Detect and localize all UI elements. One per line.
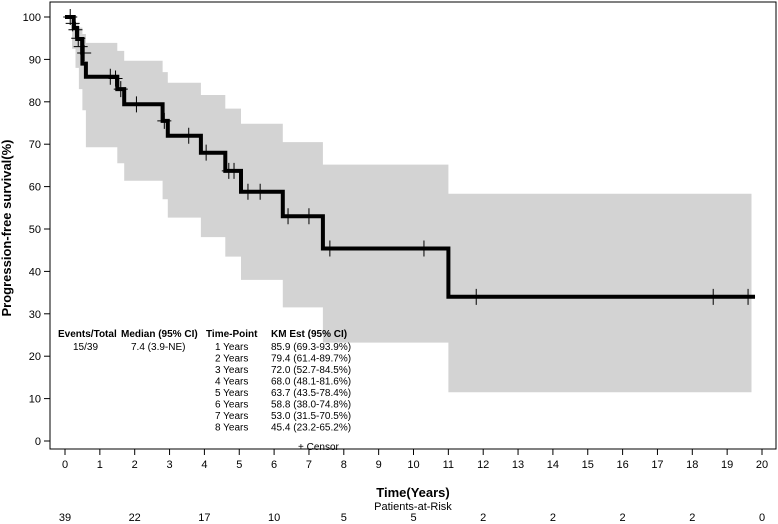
- censor-mark: [77, 45, 92, 62]
- censor-mark: [108, 70, 123, 87]
- x-tick-label: 14: [547, 459, 559, 471]
- table-timepoint: 3 Years: [215, 365, 248, 376]
- censor-mark: [706, 288, 721, 305]
- censor-mark: [73, 38, 88, 55]
- y-tick-label: 20: [29, 351, 41, 363]
- table-timepoint: 5 Years: [215, 388, 248, 399]
- table-km-est: 58.8 (38.0-74.8%): [271, 400, 351, 411]
- table-km-est: 63.7 (43.5-78.4%): [271, 388, 351, 399]
- censor-mark: [301, 208, 316, 225]
- y-tick-label: 40: [29, 266, 41, 278]
- x-tick-label: 20: [756, 459, 768, 471]
- patients-at-risk-title: Patients-at-Risk: [374, 501, 452, 513]
- censor-mark: [71, 30, 86, 47]
- x-tick-label: 19: [721, 459, 733, 471]
- annotation-table-rows: 1 Years 85.9 (69.3-93.9%) 2 Years 79.4 (61.…: [215, 342, 351, 434]
- y-tick-label: 0: [35, 436, 41, 448]
- table-timepoint: 8 Years: [215, 423, 248, 434]
- x-tick-label: 5: [236, 459, 242, 471]
- censor-mark: [113, 81, 128, 98]
- censor-marks-layer: [63, 9, 756, 305]
- y-axis-title: Progression-free survival(%): [0, 139, 14, 316]
- risk-count: 5: [341, 512, 347, 524]
- risk-count: 2: [480, 512, 486, 524]
- risk-count: 0: [759, 512, 765, 524]
- x-tick-label: 18: [686, 459, 698, 471]
- table-km-est: 68.0 (48.1-81.6%): [271, 377, 351, 388]
- risk-count: 22: [129, 512, 141, 524]
- x-tick-label: 7: [306, 459, 312, 471]
- table-km-est: 53.0 (31.5-70.5%): [271, 411, 351, 422]
- x-tick-label: 2: [132, 459, 138, 471]
- y-tick-label: 30: [29, 309, 41, 321]
- risk-count: 17: [198, 512, 210, 524]
- x-tick-label: 10: [407, 459, 419, 471]
- censor-mark: [741, 288, 756, 305]
- y-tick-label: 80: [29, 97, 41, 109]
- y-tick-label: 100: [23, 12, 41, 24]
- x-tick-label: 16: [616, 459, 628, 471]
- table-header-km-est: KM Est (95% CI): [271, 329, 347, 340]
- x-tick-label: 0: [62, 459, 68, 471]
- censor-mark: [181, 127, 196, 144]
- x-tick-label: 12: [477, 459, 489, 471]
- patients-at-risk-row: 39 22 17 10 5 5 2 2 2 2 0: [59, 512, 765, 524]
- censor-mark: [281, 208, 296, 225]
- risk-count: 39: [59, 512, 71, 524]
- censor-mark: [227, 162, 242, 179]
- censor-mark: [416, 240, 431, 257]
- x-tick-label: 11: [443, 459, 454, 471]
- x-axis-title: Time(Years): [376, 485, 449, 500]
- risk-count: 2: [550, 512, 556, 524]
- censor-mark: [65, 15, 80, 32]
- y-tick-label: 10: [29, 394, 41, 406]
- table-timepoint: 1 Years: [215, 342, 248, 353]
- table-header-timepoint: Time-Point: [206, 329, 258, 340]
- table-header-events: Events/Total: [58, 329, 117, 340]
- annotation-table: Events/Total Median (95% CI) Time-Point …: [58, 329, 347, 353]
- censor-mark: [129, 96, 144, 113]
- x-tick-label: 13: [512, 459, 524, 471]
- censor-mark: [103, 68, 118, 85]
- table-km-est: 79.4 (61.4-89.7%): [271, 354, 351, 365]
- y-tick-label: 50: [29, 224, 41, 236]
- table-header-median: Median (95% CI): [121, 329, 198, 340]
- x-tick-label: 15: [582, 459, 594, 471]
- y-tick-label: 90: [29, 54, 41, 66]
- table-km-est: 72.0 (52.7-84.5%): [271, 365, 351, 376]
- y-axis-ticks: 0 10 20 30 40 50 60 70 80 90 100: [23, 12, 50, 448]
- censor-mark: [469, 288, 484, 305]
- censor-legend: + Censor: [298, 442, 340, 453]
- risk-count: 10: [268, 512, 280, 524]
- censor-mark: [322, 240, 337, 257]
- x-tick-label: 17: [651, 459, 663, 471]
- table-timepoint: 4 Years: [215, 377, 248, 388]
- table-timepoint: 6 Years: [215, 400, 248, 411]
- table-timepoint: 7 Years: [215, 411, 248, 422]
- risk-count: 2: [689, 512, 695, 524]
- censor-mark: [157, 112, 172, 129]
- censor-mark: [63, 9, 78, 25]
- risk-count: 2: [620, 512, 626, 524]
- x-tick-label: 4: [201, 459, 207, 471]
- table-timepoint: 2 Years: [215, 354, 248, 365]
- censor-mark: [253, 183, 268, 200]
- table-km-est: 85.9 (69.3-93.9%): [271, 342, 351, 353]
- table-events-total: 15/39: [73, 342, 98, 353]
- y-tick-label: 60: [29, 182, 41, 194]
- x-tick-label: 9: [376, 459, 382, 471]
- x-tick-label: 6: [271, 459, 277, 471]
- table-km-est: 45.4 (23.2-65.2%): [271, 423, 351, 434]
- censor-mark: [199, 144, 214, 161]
- x-tick-label: 1: [97, 459, 103, 471]
- x-axis-ticks: 0 1 2 3 4 5 6 7 8 9 10 11 12 13 14 15 16 17 18 19 20: [62, 449, 768, 471]
- censor-mark: [68, 21, 83, 38]
- x-tick-label: 8: [341, 459, 347, 471]
- censor-mark: [240, 183, 255, 200]
- x-tick-label: 3: [166, 459, 172, 471]
- table-median: 7.4 (3.9-NE): [131, 342, 185, 353]
- risk-count: 5: [410, 512, 416, 524]
- y-tick-label: 70: [29, 139, 41, 151]
